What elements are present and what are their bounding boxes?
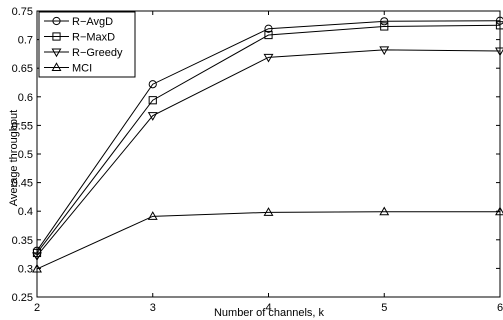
data-point xyxy=(380,17,389,26)
axis-ticks: 0.25 0.3 0.35 0.4 0.45 0.5 0.55 0.6 0.65 0.7 0.75 2… xyxy=(12,6,503,314)
x-tick-label: 3 xyxy=(150,302,156,314)
y-tick-label: 0.6 xyxy=(18,92,33,104)
legend-marker xyxy=(52,16,61,26)
data-point xyxy=(263,53,274,63)
legend-entry: MCI xyxy=(44,62,92,75)
data-point xyxy=(495,16,503,25)
data-point xyxy=(148,96,157,105)
y-tick-label: 0.7 xyxy=(18,35,33,47)
x-tick-label: 2 xyxy=(34,302,40,314)
legend-entry: R−AvgD xyxy=(44,16,113,28)
legend-label: MCI xyxy=(72,63,92,75)
data-point xyxy=(379,46,390,56)
y-tick-label: 0.35 xyxy=(12,235,33,247)
legend-marker xyxy=(51,62,62,71)
y-tick-label: 0.25 xyxy=(12,292,33,304)
series-line xyxy=(36,20,501,251)
legend-label: R−MaxD xyxy=(72,32,115,44)
legend-entry: R−Greedy xyxy=(44,47,123,59)
data-point xyxy=(380,22,389,31)
series-2 xyxy=(32,46,503,262)
data-point xyxy=(148,80,157,89)
y-tick-label: 0.4 xyxy=(18,206,33,218)
x-tick-label: 5 xyxy=(381,302,387,314)
y-tick-label: 0.75 xyxy=(12,6,33,18)
y-axis-label: Average throughput xyxy=(8,110,20,206)
data-point xyxy=(32,252,42,262)
series-3 xyxy=(32,206,503,273)
series-0 xyxy=(32,16,503,255)
legend-marker xyxy=(51,48,62,58)
data-point xyxy=(495,206,503,216)
y-tick-label: 0.45 xyxy=(12,178,33,190)
y-tick-label: 0.65 xyxy=(12,63,33,75)
data-point xyxy=(495,47,503,57)
data-point xyxy=(495,21,503,30)
data-point xyxy=(264,24,273,33)
y-tick-label: 0.3 xyxy=(18,263,33,275)
legend-marker xyxy=(52,32,61,41)
series-layer xyxy=(32,16,503,273)
data-point xyxy=(32,263,42,273)
x-tick-label: 6 xyxy=(497,302,503,314)
y-tick-label: 0.5 xyxy=(18,149,33,161)
series-line xyxy=(36,49,501,257)
y-tick-label: 0.55 xyxy=(12,120,33,132)
x-axis-label: Number of channels, k xyxy=(214,307,325,319)
data-point xyxy=(264,30,273,40)
legend: R−AvgD R−MaxD R−Greedy MCI xyxy=(38,11,136,78)
legend-label: R−Greedy xyxy=(72,47,123,59)
legend-label: R−AvgD xyxy=(72,16,113,28)
data-point xyxy=(379,206,390,216)
data-point xyxy=(263,207,274,216)
data-point xyxy=(147,211,158,220)
x-tick-label: 4 xyxy=(265,302,271,314)
data-point xyxy=(147,112,158,121)
series-line xyxy=(36,211,500,270)
legend-entry: R−MaxD xyxy=(44,32,115,44)
series-line xyxy=(36,24,501,254)
